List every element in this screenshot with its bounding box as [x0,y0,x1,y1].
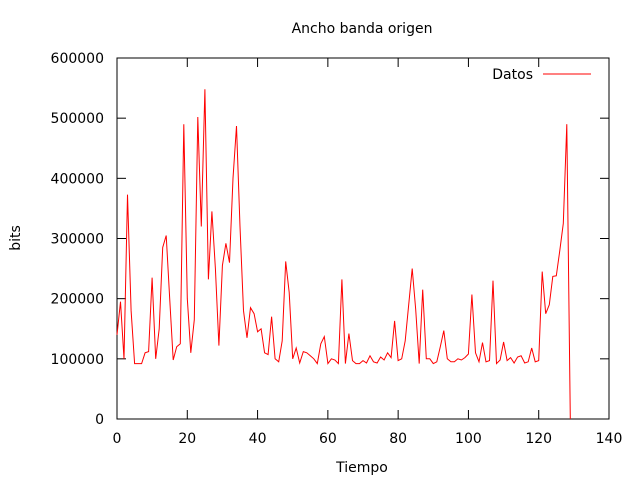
y-ticks: 0 100000 200000 300000 400000 500000 600000 [51,51,609,428]
y-tick-label: 0 [95,412,104,428]
x-tick-label: 60 [319,431,337,447]
x-tick-label: 120 [525,431,552,447]
x-ticks: 0 20 40 60 80 100 120 140 [113,58,623,447]
y-tick-label: 200000 [51,292,104,308]
y-tick-label: 500000 [51,111,104,127]
x-tick-label: 0 [113,431,122,447]
y-tick-label: 300000 [51,232,104,248]
plot-frame [116,57,610,420]
x-tick-label: 80 [389,431,407,447]
x-tick-label: 140 [596,431,623,447]
legend-label-datos: Datos [492,67,533,83]
x-tick-label: 40 [249,431,267,447]
series-line-datos [116,89,571,420]
y-tick-label: 600000 [51,51,104,67]
x-axis-label: Tiempo [335,460,388,476]
y-tick-label: 100000 [51,352,104,368]
y-tick-label: 400000 [51,171,104,187]
x-tick-label: 100 [455,431,482,447]
y-axis-label: bits [8,225,24,251]
x-tick-label: 20 [178,431,196,447]
chart-title: Ancho banda origen [292,21,433,37]
legend: Datos [492,67,591,83]
